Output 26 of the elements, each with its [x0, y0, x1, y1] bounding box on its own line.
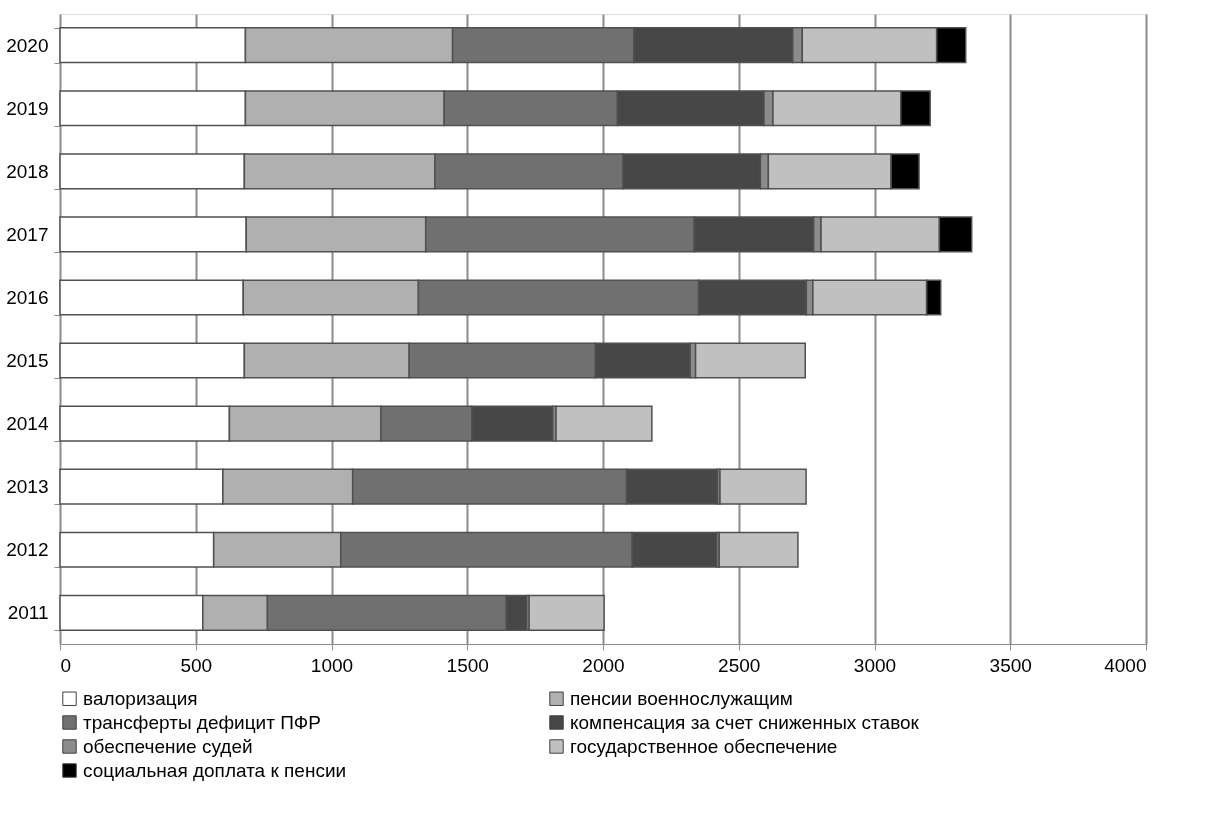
y-tick-label: 2020: [6, 34, 49, 56]
legend-label: валоризация: [83, 687, 198, 709]
y-tick-label: 2011: [7, 602, 49, 624]
x-tick-label: 1500: [446, 654, 489, 676]
y-tick-label: 2017: [6, 223, 49, 245]
legend-label: государственное обеспечение: [570, 735, 838, 757]
x-tick-label: 1000: [310, 654, 354, 676]
legend-label: пенсии военнослужащим: [570, 687, 793, 709]
y-tick-label: 2016: [6, 286, 49, 308]
x-tick-label: 2500: [718, 654, 761, 676]
legend-label: компенсация за счет сниженных ставок: [570, 711, 920, 733]
x-tick-label: 0: [60, 654, 72, 676]
legend-label: обеспечение судей: [83, 735, 253, 757]
x-tick-label: 4000: [1104, 654, 1147, 676]
x-tick-label: 500: [180, 654, 213, 676]
y-tick-label: 2013: [6, 476, 49, 498]
x-tick-label: 2000: [582, 654, 625, 676]
y-tick-label: 2012: [6, 539, 49, 561]
y-tick-label: 2019: [6, 97, 49, 119]
legend-label: социальная доплата к пенсии: [83, 759, 347, 781]
x-tick-label: 3000: [853, 654, 897, 676]
y-tick-label: 2018: [6, 160, 49, 182]
y-tick-label: 2014: [6, 413, 49, 435]
legend-label: трансферты дефицит ПФР: [83, 711, 321, 733]
x-tick-label: 3500: [989, 654, 1032, 676]
y-tick-label: 2015: [6, 350, 49, 372]
